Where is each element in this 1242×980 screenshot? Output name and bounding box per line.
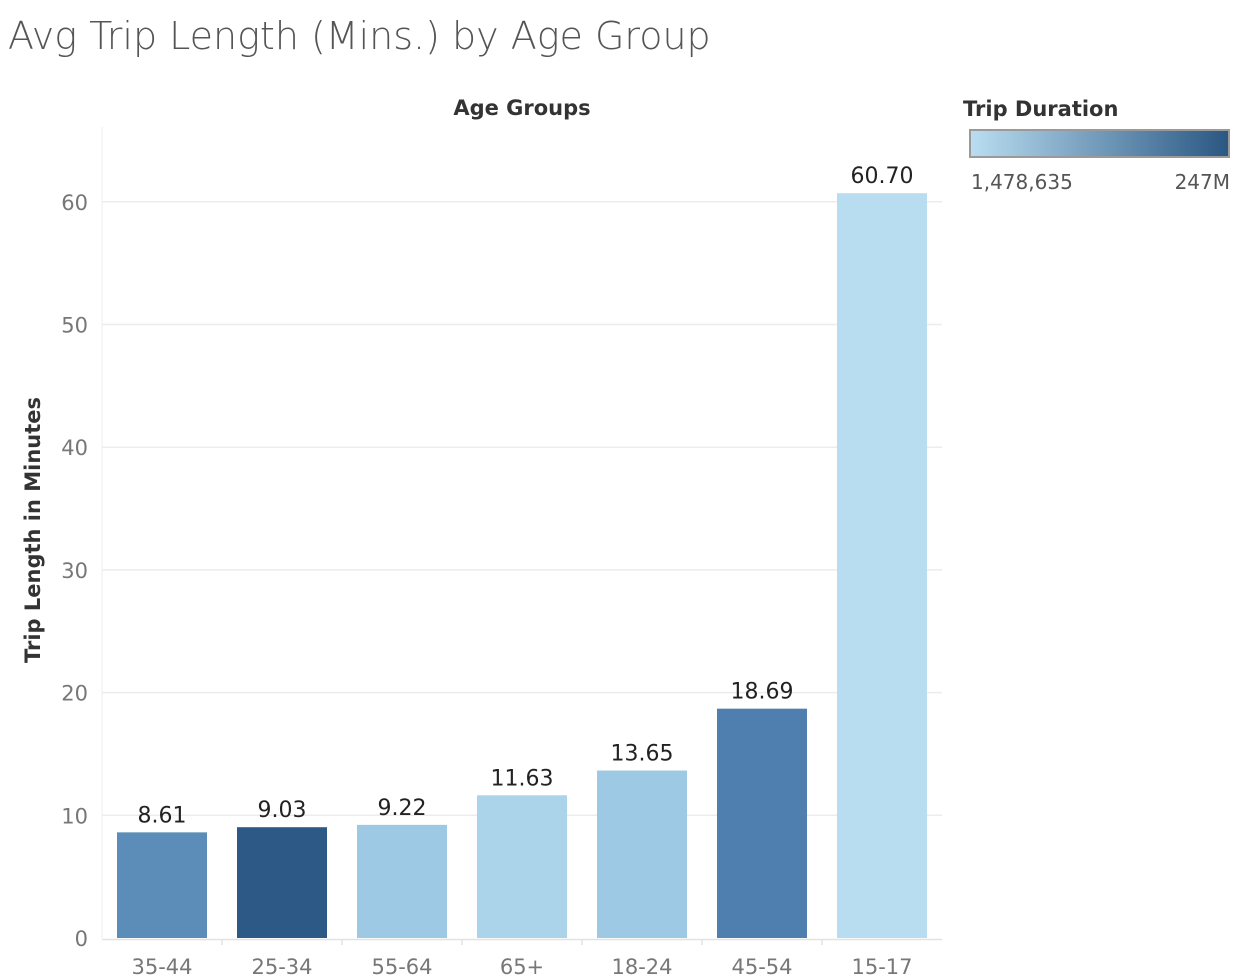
bar [597,770,687,938]
x-tick-label: 25-34 [251,955,312,979]
x-tick-label: 18-24 [611,955,672,979]
data-label: 9.22 [378,796,427,821]
y-tick-label: 10 [61,804,88,828]
x-axis-title: Age Groups [453,96,590,120]
data-label: 11.63 [491,766,554,791]
legend-max-label: 247M [1174,170,1230,194]
y-tick-label: 40 [61,436,88,460]
x-tick-label: 15-17 [851,955,912,979]
legend-min-label: 1,478,635 [971,170,1073,194]
bar [357,824,447,938]
legend-title: Trip Duration [963,97,1119,121]
bar [237,827,327,938]
legend-color-ramp [969,129,1230,158]
x-tick-label: 65+ [500,955,544,979]
x-tick-label: 35-44 [131,955,192,979]
x-tick-label: 45-54 [731,955,792,979]
bar [117,832,207,938]
chart-title: Avg Trip Length (Mins.) by Age Group [8,14,711,58]
data-label: 9.03 [258,798,307,823]
y-tick-label: 20 [61,682,88,706]
bar [837,193,927,938]
data-label: 60.70 [851,164,914,189]
bar [477,795,567,938]
bar [717,708,807,938]
y-tick-label: 30 [61,559,88,583]
data-label: 8.61 [138,803,187,828]
x-tick-label: 55-64 [371,955,432,979]
y-axis-title: Trip Length in Minutes [21,397,45,663]
data-label: 18.69 [731,680,794,705]
y-tick-label: 50 [61,314,88,338]
data-label: 13.65 [611,742,674,767]
y-tick-label: 0 [75,927,88,951]
y-tick-label: 60 [61,191,88,215]
